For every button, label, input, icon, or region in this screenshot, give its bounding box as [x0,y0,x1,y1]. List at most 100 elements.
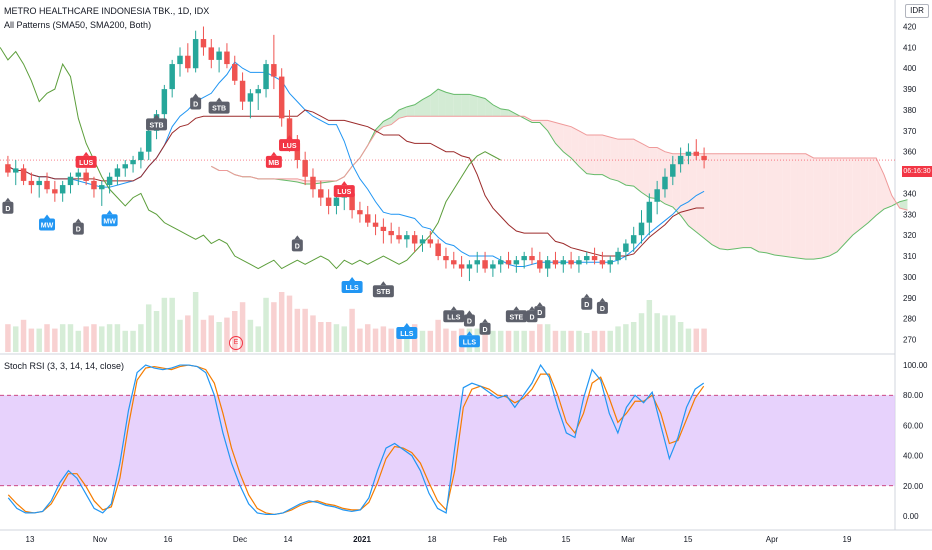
time-tick-label: 18 [428,535,437,544]
pattern-signal-lls: LLS [443,306,465,323]
volume-bar [544,324,551,352]
candle-body [192,39,199,69]
volume-bar [630,322,637,352]
signal-label: D [529,314,534,321]
ichimoku-cloud-segment [625,139,634,187]
pattern-signal-d: D [2,197,14,214]
price-tick-label: 330 [903,210,917,219]
candle-body [67,176,74,186]
volume-bar [130,330,136,352]
signal-label: D [584,302,589,309]
candle-body [458,264,465,269]
candle-body [177,55,183,65]
stoch-rsi-d-line [7,364,705,516]
pattern-signal-d: D [291,235,303,252]
pattern-signal-stb: STB [208,97,230,114]
candle-body [427,239,434,244]
signal-pointer [286,135,293,140]
signal-badge [396,326,418,339]
ichimoku-cloud-segment [438,89,446,117]
signal-badge [101,214,118,227]
ichimoku-cloud-segment [844,157,853,244]
candle-body [122,164,128,169]
candle-body [435,243,441,257]
time-tick-label: Apr [766,535,779,544]
ichimoku-cloud-segment [391,109,400,125]
volume-bar [513,330,520,352]
candle-body [325,197,332,206]
candle-body [404,235,410,240]
currency-badge[interactable]: IDR [905,4,929,18]
signal-badge [279,139,301,152]
signal-label: STB [376,289,390,296]
signal-pointer [192,93,199,98]
candle-body [216,51,222,60]
candle-body [388,230,394,236]
time-tick-label: 15 [684,535,693,544]
candle-body [232,64,238,81]
chart-title: METRO HEALTHCARE INDONESIA TBK., 1D, IDX [4,6,210,16]
candle-body [411,235,418,244]
signal-label: D [467,318,472,325]
volume-bar [333,324,340,352]
ichimoku-cloud-segment [688,153,697,233]
last-price-label: 06:16:30 [902,166,932,177]
volume-bar [451,330,457,352]
volume-bar [138,324,144,352]
signal-badge [190,97,202,110]
ichimoku-cloud-segment [899,199,908,211]
candle-body [75,172,82,177]
candle-body [130,160,136,165]
price-tick-label: 320 [903,231,917,240]
signal-badge [75,155,97,168]
ichimoku-cloud-segment [766,153,775,255]
ichimoku-cloud-segment [297,178,306,185]
price-tick-label: 310 [903,252,917,261]
ichimoku-cloud-segment [602,135,611,179]
price-tick-label: 400 [903,64,917,73]
candle-body [106,176,113,186]
signal-badge [581,297,593,310]
candle-body [138,151,144,161]
volume-bar [654,313,660,352]
time-tick-label: 16 [164,535,173,544]
ichimoku-cloud-segment [383,117,392,127]
candle-body [685,151,692,156]
signal-label: STB [212,106,226,113]
candle-body [380,226,387,231]
candle-body [255,89,261,94]
candle-body [44,180,50,190]
signal-pointer [513,306,520,311]
volume-bar [28,328,35,352]
volume-bar [615,326,621,352]
volume-bar [591,330,598,352]
signal-label: D [193,101,198,108]
candle-body [12,168,19,173]
candle-body [474,260,480,265]
candle-body [372,222,379,227]
ichimoku-cloud-segment [641,143,650,198]
leading-span-b [211,115,908,211]
time-tick-label: Dec [233,535,247,544]
volume-bar [701,328,707,352]
volume-bar [278,292,285,352]
ichimoku-cloud-segment [633,139,642,193]
ichimoku-cloud-segment [884,174,892,210]
signal-label: D [5,206,10,213]
candle-body [599,260,606,265]
volume-bar [177,319,183,352]
ichimoku-cloud-segment [469,94,478,117]
candle-body [364,214,371,223]
price-tick-label: 340 [903,189,917,198]
candle-body [99,185,105,190]
earnings-marker[interactable]: E [229,336,243,350]
candle-body [615,251,621,261]
signal-badge [505,310,527,323]
volume-bar [67,324,74,352]
volume-bar [552,330,559,352]
signal-badge [463,314,475,327]
candle-body [630,235,637,244]
candle-body [576,260,582,265]
signal-pointer [536,302,543,307]
